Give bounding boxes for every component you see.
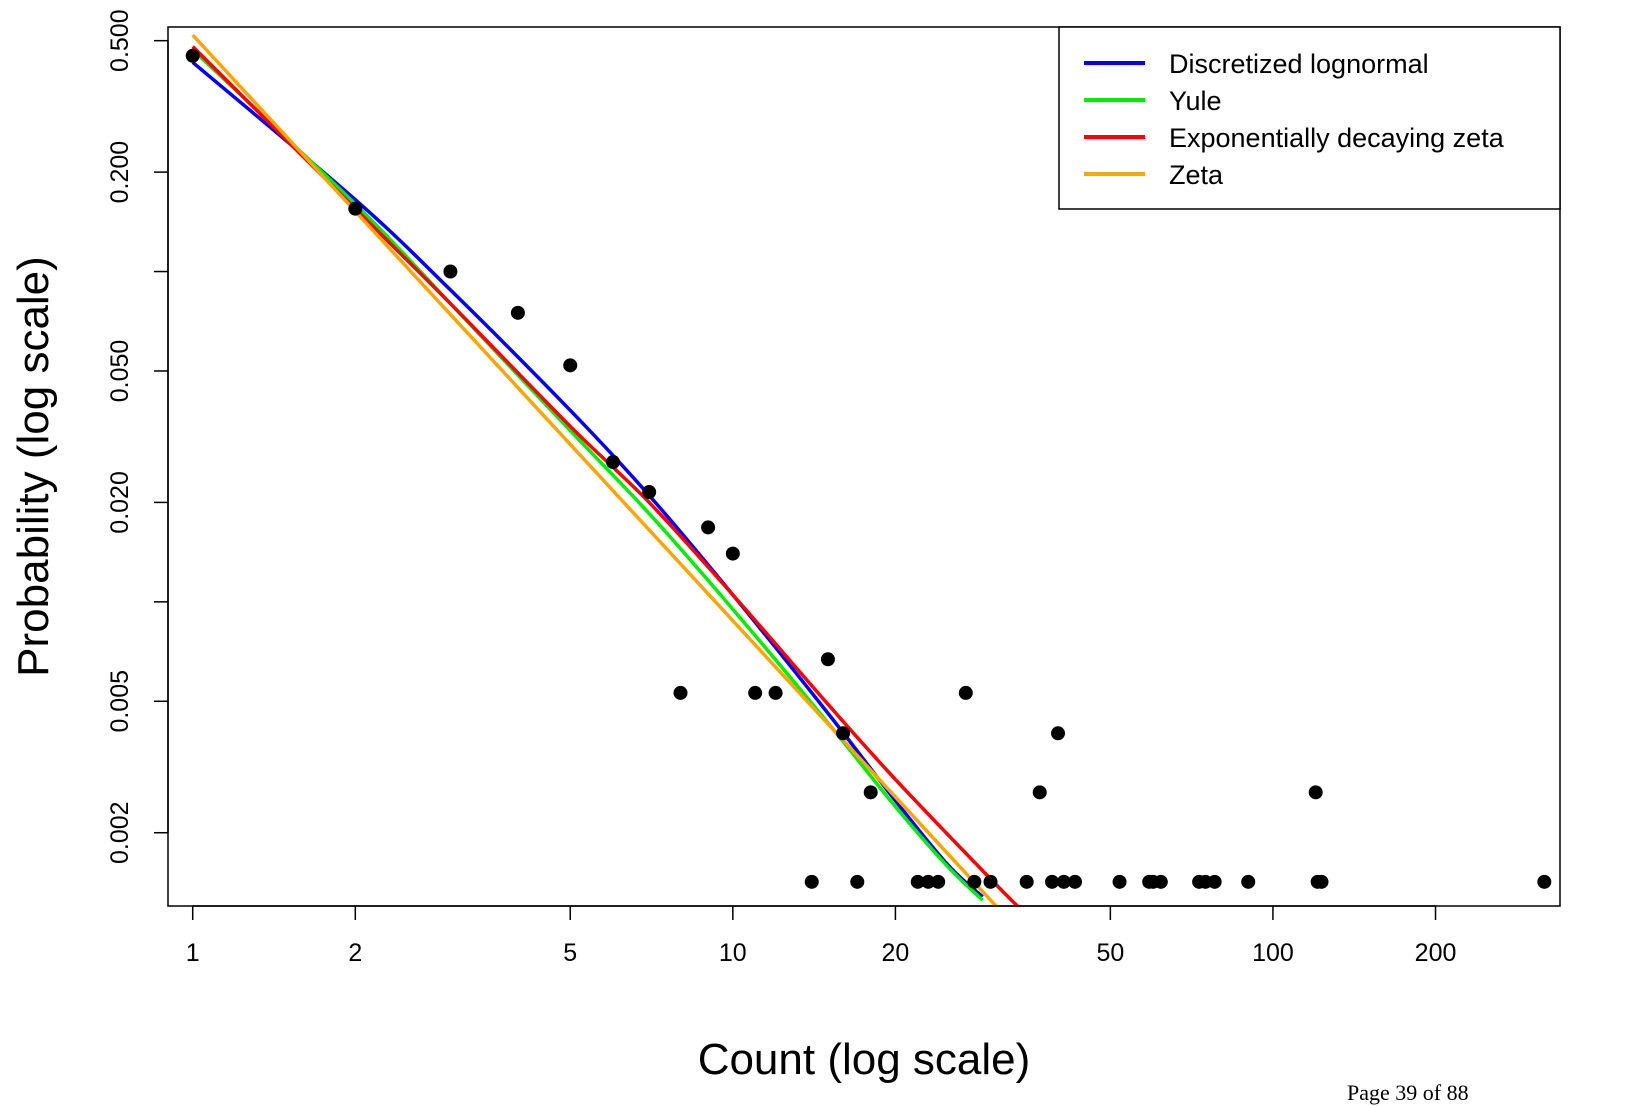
series-line-0 <box>191 60 984 899</box>
series-line-2 <box>191 45 1020 906</box>
x-axis: 1 2 5 10 20 50 100 200 <box>186 905 1457 967</box>
legend-label: Discretized lognormal <box>1169 49 1429 79</box>
data-point <box>850 874 865 889</box>
y-axis-title: Probability (log scale) <box>9 256 58 677</box>
y-tick-label: 0.020 <box>106 471 134 534</box>
data-point <box>185 48 200 63</box>
x-tick-label: 200 <box>1415 939 1457 967</box>
points-layer <box>185 48 1552 889</box>
page-number: Page 39 of 88 <box>1347 1080 1469 1105</box>
x-axis-title: Count (log scale) <box>698 1035 1031 1084</box>
data-point <box>1207 874 1222 889</box>
data-point <box>983 874 998 889</box>
data-point <box>748 685 763 700</box>
data-point <box>1153 874 1168 889</box>
y-tick-label: 0.005 <box>106 670 134 733</box>
data-point <box>910 874 925 889</box>
data-point <box>804 874 819 889</box>
x-tick-label: 2 <box>348 939 362 967</box>
data-point <box>1019 874 1034 889</box>
series-line-3 <box>191 33 999 906</box>
data-point <box>1056 874 1071 889</box>
data-point <box>967 874 982 889</box>
y-tick-label: 0.002 <box>106 801 134 864</box>
data-point <box>921 874 936 889</box>
data-point <box>701 520 716 535</box>
data-point <box>510 305 525 320</box>
x-tick-label: 50 <box>1096 939 1124 967</box>
data-point <box>1308 785 1323 800</box>
y-tick-label: 0.200 <box>106 141 134 204</box>
y-axis: 0.002 0.005 0.020 0.050 0.200 0.500 <box>106 9 169 864</box>
legend: Discretized lognormal Yule Exponentially d… <box>1058 26 1561 210</box>
x-tick-label: 20 <box>882 939 910 967</box>
data-point <box>863 785 878 800</box>
data-point <box>1045 874 1060 889</box>
data-point <box>1067 874 1082 889</box>
legend-label: Yule <box>1169 86 1222 116</box>
legend-label: Zeta <box>1169 160 1224 190</box>
y-tick-label: 0.500 <box>106 9 134 72</box>
data-point <box>1112 874 1127 889</box>
data-point <box>348 201 363 216</box>
data-point <box>1051 726 1066 741</box>
data-point <box>1032 785 1047 800</box>
y-tick-label: 0.050 <box>106 340 134 403</box>
x-tick-label: 100 <box>1252 939 1294 967</box>
x-tick-label: 10 <box>719 939 747 967</box>
data-point <box>443 264 458 279</box>
data-point <box>958 685 973 700</box>
legend-item: Exponentially decaying zeta <box>1084 123 1505 153</box>
data-point <box>1537 874 1552 889</box>
data-point <box>725 546 740 561</box>
legend-box <box>1058 26 1561 210</box>
series-layer <box>191 33 1020 906</box>
data-point <box>606 455 621 470</box>
data-point <box>820 652 835 667</box>
data-point <box>931 874 946 889</box>
legend-label: Exponentially decaying zeta <box>1169 123 1505 153</box>
data-point <box>768 685 783 700</box>
legend-item: Discretized lognormal <box>1084 49 1429 79</box>
series-line-1 <box>191 48 984 902</box>
data-point <box>1241 874 1256 889</box>
x-tick-label: 5 <box>563 939 577 967</box>
data-point <box>563 358 578 373</box>
data-point <box>642 485 657 500</box>
x-tick-label: 1 <box>186 939 200 967</box>
legend-item: Zeta <box>1084 160 1224 190</box>
data-point <box>1314 874 1329 889</box>
legend-item: Yule <box>1084 86 1222 116</box>
data-point <box>673 685 688 700</box>
data-point <box>836 726 851 741</box>
